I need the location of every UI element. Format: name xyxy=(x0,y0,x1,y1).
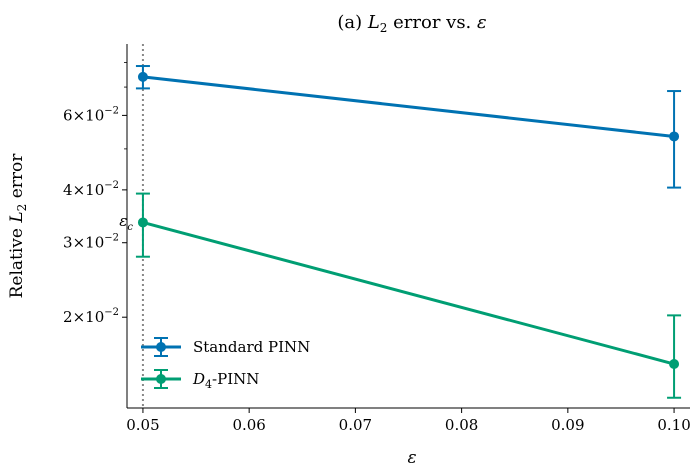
x-tick-label: 0.08 xyxy=(445,416,478,434)
chart-title: (a) L2 error vs. ε xyxy=(337,12,486,35)
x-tick-label: 0.10 xyxy=(657,416,690,434)
series-line-d4-pinn xyxy=(142,221,675,366)
legend-marker-d4-pinn xyxy=(156,374,166,384)
y-tick-label: 2×10−2 xyxy=(63,307,119,326)
legend-label-standard-pinn: Standard PINN xyxy=(193,338,310,356)
legend: Standard PINN D4-PINN xyxy=(141,337,310,391)
y-axis-label: Relative L2 error xyxy=(7,153,29,299)
legend-entry-d4-pinn: D4-PINN xyxy=(141,369,259,391)
y-tick-label: 6×10−2 xyxy=(63,105,119,124)
data-point-standard-pinn xyxy=(669,131,680,142)
x-tick-label: 0.07 xyxy=(339,416,372,434)
legend-label-d4-pinn: D4-PINN xyxy=(192,370,259,391)
x-axis-label: ε xyxy=(407,448,416,468)
y-minor-ticks xyxy=(124,62,127,150)
y-ticks: 6×10−2 4×10−2 3×10−2 2×10−2 xyxy=(63,105,127,326)
y-tick-label: 4×10−2 xyxy=(63,180,119,199)
x-tick-label: 0.06 xyxy=(232,416,265,434)
x-tick-label: 0.05 xyxy=(126,416,159,434)
x-ticks: 0.05 0.06 0.07 0.08 0.09 0.10 xyxy=(126,408,691,434)
data-point-d4-pinn xyxy=(137,217,148,228)
epsilon-c-label: εc xyxy=(119,212,133,233)
data-series xyxy=(135,65,682,399)
x-tick-label: 0.09 xyxy=(551,416,584,434)
legend-marker-standard-pinn xyxy=(156,342,166,352)
series-line-standard-pinn xyxy=(142,75,675,138)
data-point-d4-pinn xyxy=(669,359,680,370)
y-tick-label: 3×10−2 xyxy=(63,233,119,252)
data-point-standard-pinn xyxy=(137,71,148,82)
legend-entry-standard-pinn: Standard PINN xyxy=(141,337,310,357)
